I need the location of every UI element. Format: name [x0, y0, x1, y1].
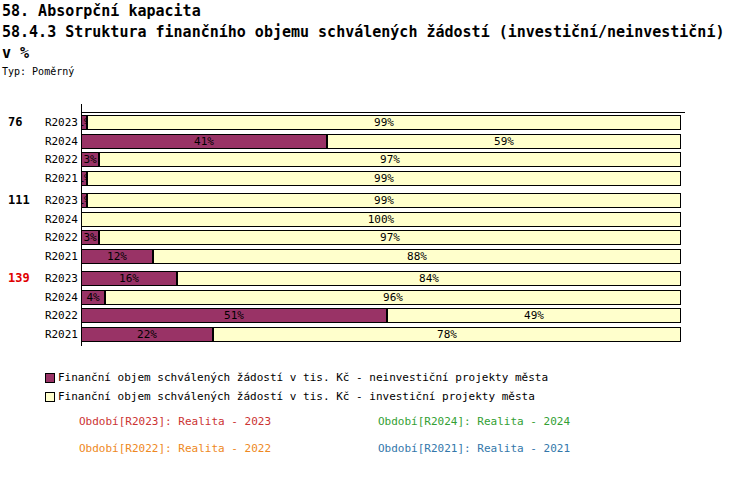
bar-row-76-R2021: 1%99%	[81, 171, 681, 186]
period-label-R2021: Období[R2021]: Realita - 2021	[378, 442, 570, 455]
row-label-111-R2022: R2022	[0, 231, 78, 244]
value-axis-line	[81, 112, 685, 113]
bar-segment-investicni: 78%	[213, 327, 681, 342]
bar-segment-investicni: 49%	[387, 308, 681, 323]
bar-segment-investicni: 99%	[87, 115, 681, 130]
bar-segment-investicni: 100%	[81, 212, 681, 227]
bar-segment-neinvesticni: 3%	[81, 152, 99, 167]
bar-segment-investicni: 99%	[87, 171, 681, 186]
chart-subtitle-unit: v %	[2, 44, 29, 62]
chart-type-label: Typ: Poměrný	[2, 66, 74, 77]
row-label-76-R2022: R2022	[0, 153, 78, 166]
bar-segment-investicni: 59%	[327, 134, 681, 149]
chart-subtitle: 58.4.3 Struktura finančního objemu schvá…	[2, 23, 724, 41]
row-label-139-R2021: R2021	[0, 328, 78, 341]
row-label-111-R2024: R2024	[0, 213, 78, 226]
bar-segment-neinvesticni: 12%	[81, 249, 153, 264]
bar-segment-neinvesticni: 41%	[81, 134, 327, 149]
bar-segment-investicni: 99%	[87, 193, 681, 208]
bar-row-111-R2024: 100%	[81, 212, 681, 227]
bar-segment-investicni: 88%	[153, 249, 681, 264]
bar-row-76-R2024: 41%59%	[81, 134, 681, 149]
bar-segment-investicni: 96%	[105, 290, 681, 305]
bar-row-139-R2021: 22%78%	[81, 327, 681, 342]
row-label-111-R2021: R2021	[0, 250, 78, 263]
row-label-76-R2021: R2021	[0, 172, 78, 185]
bar-row-139-R2024: 4%96%	[81, 290, 681, 305]
row-label-139-R2022: R2022	[0, 309, 78, 322]
row-label-111-R2023: R2023	[0, 194, 78, 207]
bar-row-76-R2022: 3%97%	[81, 152, 681, 167]
bar-segment-neinvesticni: 3%	[81, 230, 99, 245]
bar-segment-neinvesticni: 4%	[81, 290, 105, 305]
page-title: 58. Absorpční kapacita	[2, 2, 201, 20]
period-label-R2024: Období[R2024]: Realita - 2024	[378, 415, 570, 428]
bar-row-111-R2023: 1%99%	[81, 193, 681, 208]
row-label-139-R2024: R2024	[0, 291, 78, 304]
period-label-R2022: Období[R2022]: Realita - 2022	[79, 442, 271, 455]
legend-label-neinvesticni: Finanční objem schválených žádostí v tis…	[58, 371, 548, 384]
row-label-139-R2023: R2023	[0, 272, 78, 285]
row-label-76-R2024: R2024	[0, 135, 78, 148]
bar-segment-investicni: 97%	[99, 152, 681, 167]
bar-row-111-R2022: 3%97%	[81, 230, 681, 245]
bar-row-139-R2022: 51%49%	[81, 308, 681, 323]
row-label-76-R2023: R2023	[0, 116, 78, 129]
legend-swatch-neinvesticni	[45, 373, 55, 383]
bar-row-111-R2021: 12%88%	[81, 249, 681, 264]
bar-row-76-R2023: 1%99%	[81, 115, 681, 130]
period-label-R2023: Období[R2023]: Realita - 2023	[79, 415, 271, 428]
bar-segment-neinvesticni: 51%	[81, 308, 387, 323]
bar-segment-investicni: 84%	[177, 271, 681, 286]
bar-segment-neinvesticni: 16%	[81, 271, 177, 286]
bar-segment-investicni: 97%	[99, 230, 681, 245]
legend-label-investicni: Finanční objem schválených žádostí v tis…	[58, 390, 535, 403]
bar-row-139-R2023: 16%84%	[81, 271, 681, 286]
legend-swatch-investicni	[45, 392, 55, 402]
bar-segment-neinvesticni: 22%	[81, 327, 213, 342]
